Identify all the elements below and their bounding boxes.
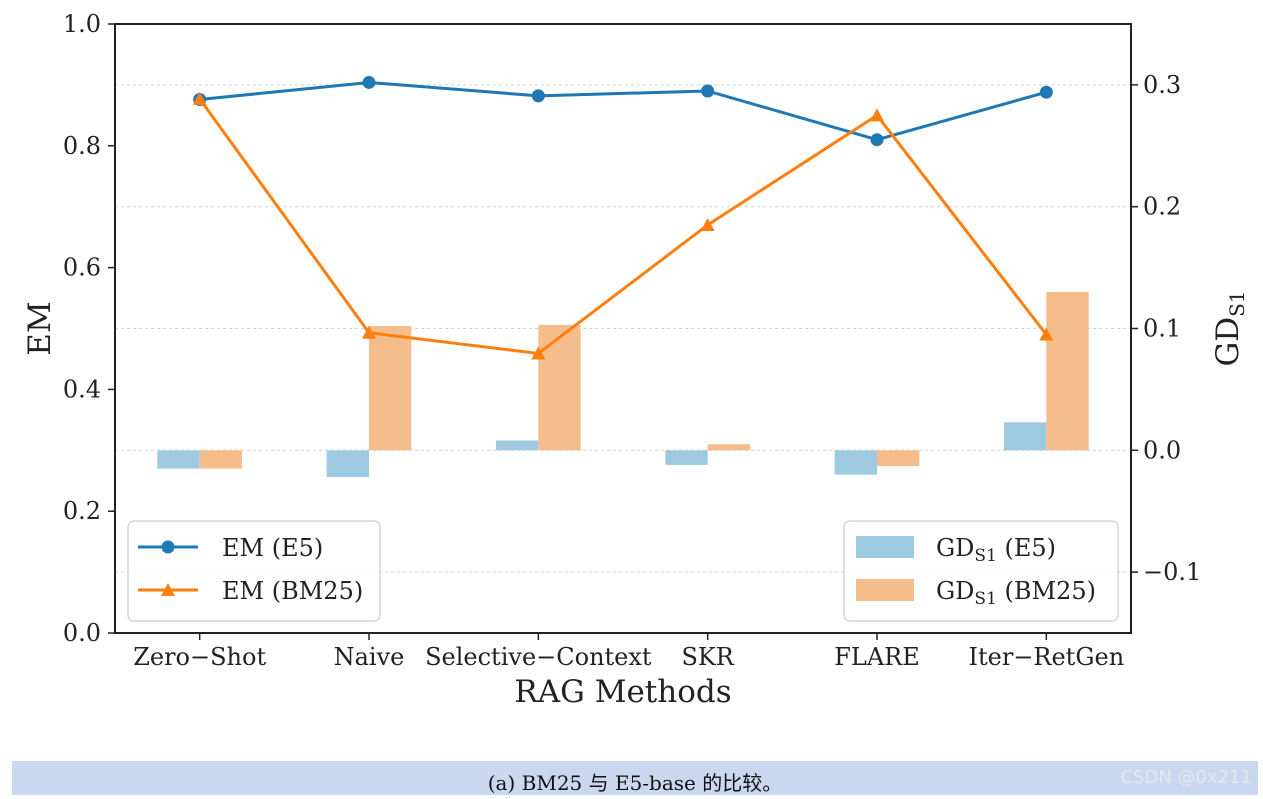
y-tick-label-left: 0.8 <box>63 132 101 160</box>
legend-label: GDS1 (BM25) <box>936 577 1096 609</box>
x-tick-label: FLARE <box>834 643 920 671</box>
legend-bar-swatch <box>856 579 914 601</box>
y-tick-label-right: 0.1 <box>1143 315 1181 343</box>
bar-e5 <box>157 450 200 469</box>
x-tick-label: Zero−Shot <box>133 643 266 671</box>
y-tick-label-left: 0.6 <box>63 254 101 282</box>
bar-e5 <box>326 450 369 478</box>
y-tick-label-right: 0.0 <box>1143 436 1181 464</box>
bar-e5 <box>834 450 877 475</box>
bar-bm25 <box>1046 291 1089 451</box>
caption-bar: (a) BM25 与 E5-base 的比较。 CSDN @0x211 <box>12 761 1258 795</box>
x-tick-label: Selective−Context <box>425 643 652 671</box>
bar-e5 <box>496 440 539 451</box>
bar-e5 <box>665 450 708 465</box>
bar-bm25 <box>707 444 750 451</box>
bar-bm25 <box>877 450 920 467</box>
legend-marker <box>161 540 175 554</box>
legend-label: EM (BM25) <box>222 577 363 605</box>
point-marker <box>362 325 376 339</box>
chart-area: 0.0 0.2 0.4 0.6 0.8 1.0 −0.1 0.0 0.1 0.2 0.3 Zero−S… <box>22 10 1249 710</box>
point-marker <box>531 346 546 360</box>
legend-marker <box>161 583 175 596</box>
y-tick-label-left: 0.2 <box>63 497 101 525</box>
y-axis-label-left: EM <box>22 301 58 355</box>
point-marker <box>870 108 884 122</box>
y-tick-label-right: −0.1 <box>1143 558 1201 586</box>
bar-bm25 <box>199 450 242 469</box>
series-line-bm25 <box>198 98 1048 356</box>
legend-left: EM (E5) EM (BM25) <box>127 520 381 622</box>
y-tick-label-left: 1.0 <box>63 10 101 38</box>
watermark: CSDN @0x211 <box>1120 767 1252 788</box>
x-tick-label: SKR <box>681 643 734 671</box>
point-marker <box>362 75 376 89</box>
x-axis-label: RAG Methods <box>514 674 731 710</box>
y-tick-label-right: 0.3 <box>1143 71 1181 99</box>
y-axis-label-right: GDS1 <box>1210 290 1249 366</box>
legend-bar-swatch <box>856 536 914 558</box>
point-marker <box>1039 327 1054 341</box>
bar-e5 <box>1004 422 1047 451</box>
point-marker <box>870 133 884 147</box>
x-tick-label: Naive <box>334 643 405 671</box>
x-tick-label: Iter−RetGen <box>968 643 1124 671</box>
bar-bm25 <box>538 324 581 451</box>
bar-bm25 <box>369 326 412 451</box>
legend-label: EM (E5) <box>222 534 323 562</box>
point-marker <box>701 84 715 98</box>
y-tick-label-right: 0.2 <box>1143 193 1181 221</box>
caption-text: (a) BM25 与 E5-base 的比较。 <box>487 771 783 795</box>
point-marker <box>531 89 545 103</box>
chart-svg: 0.0 0.2 0.4 0.6 0.8 1.0 −0.1 0.0 0.1 0.2 0.3 Zero−S… <box>22 10 1249 710</box>
legend-label: GDS1 (E5) <box>936 534 1056 566</box>
point-marker <box>192 91 207 105</box>
series-line-e5 <box>199 80 1047 142</box>
point-marker <box>1039 85 1053 99</box>
legend-right: GDS1 (E5) GDS1 (BM25) <box>843 520 1119 622</box>
y-tick-label-left: 0.0 <box>63 619 101 647</box>
point-marker <box>700 217 715 231</box>
y-tick-label-left: 0.4 <box>63 375 101 403</box>
